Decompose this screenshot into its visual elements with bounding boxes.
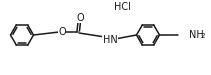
Text: NH: NH (189, 30, 204, 40)
Text: HN: HN (103, 35, 117, 45)
Text: 2: 2 (200, 34, 205, 40)
Text: O: O (76, 13, 84, 23)
Text: HCl: HCl (114, 2, 130, 12)
Text: O: O (58, 27, 66, 37)
